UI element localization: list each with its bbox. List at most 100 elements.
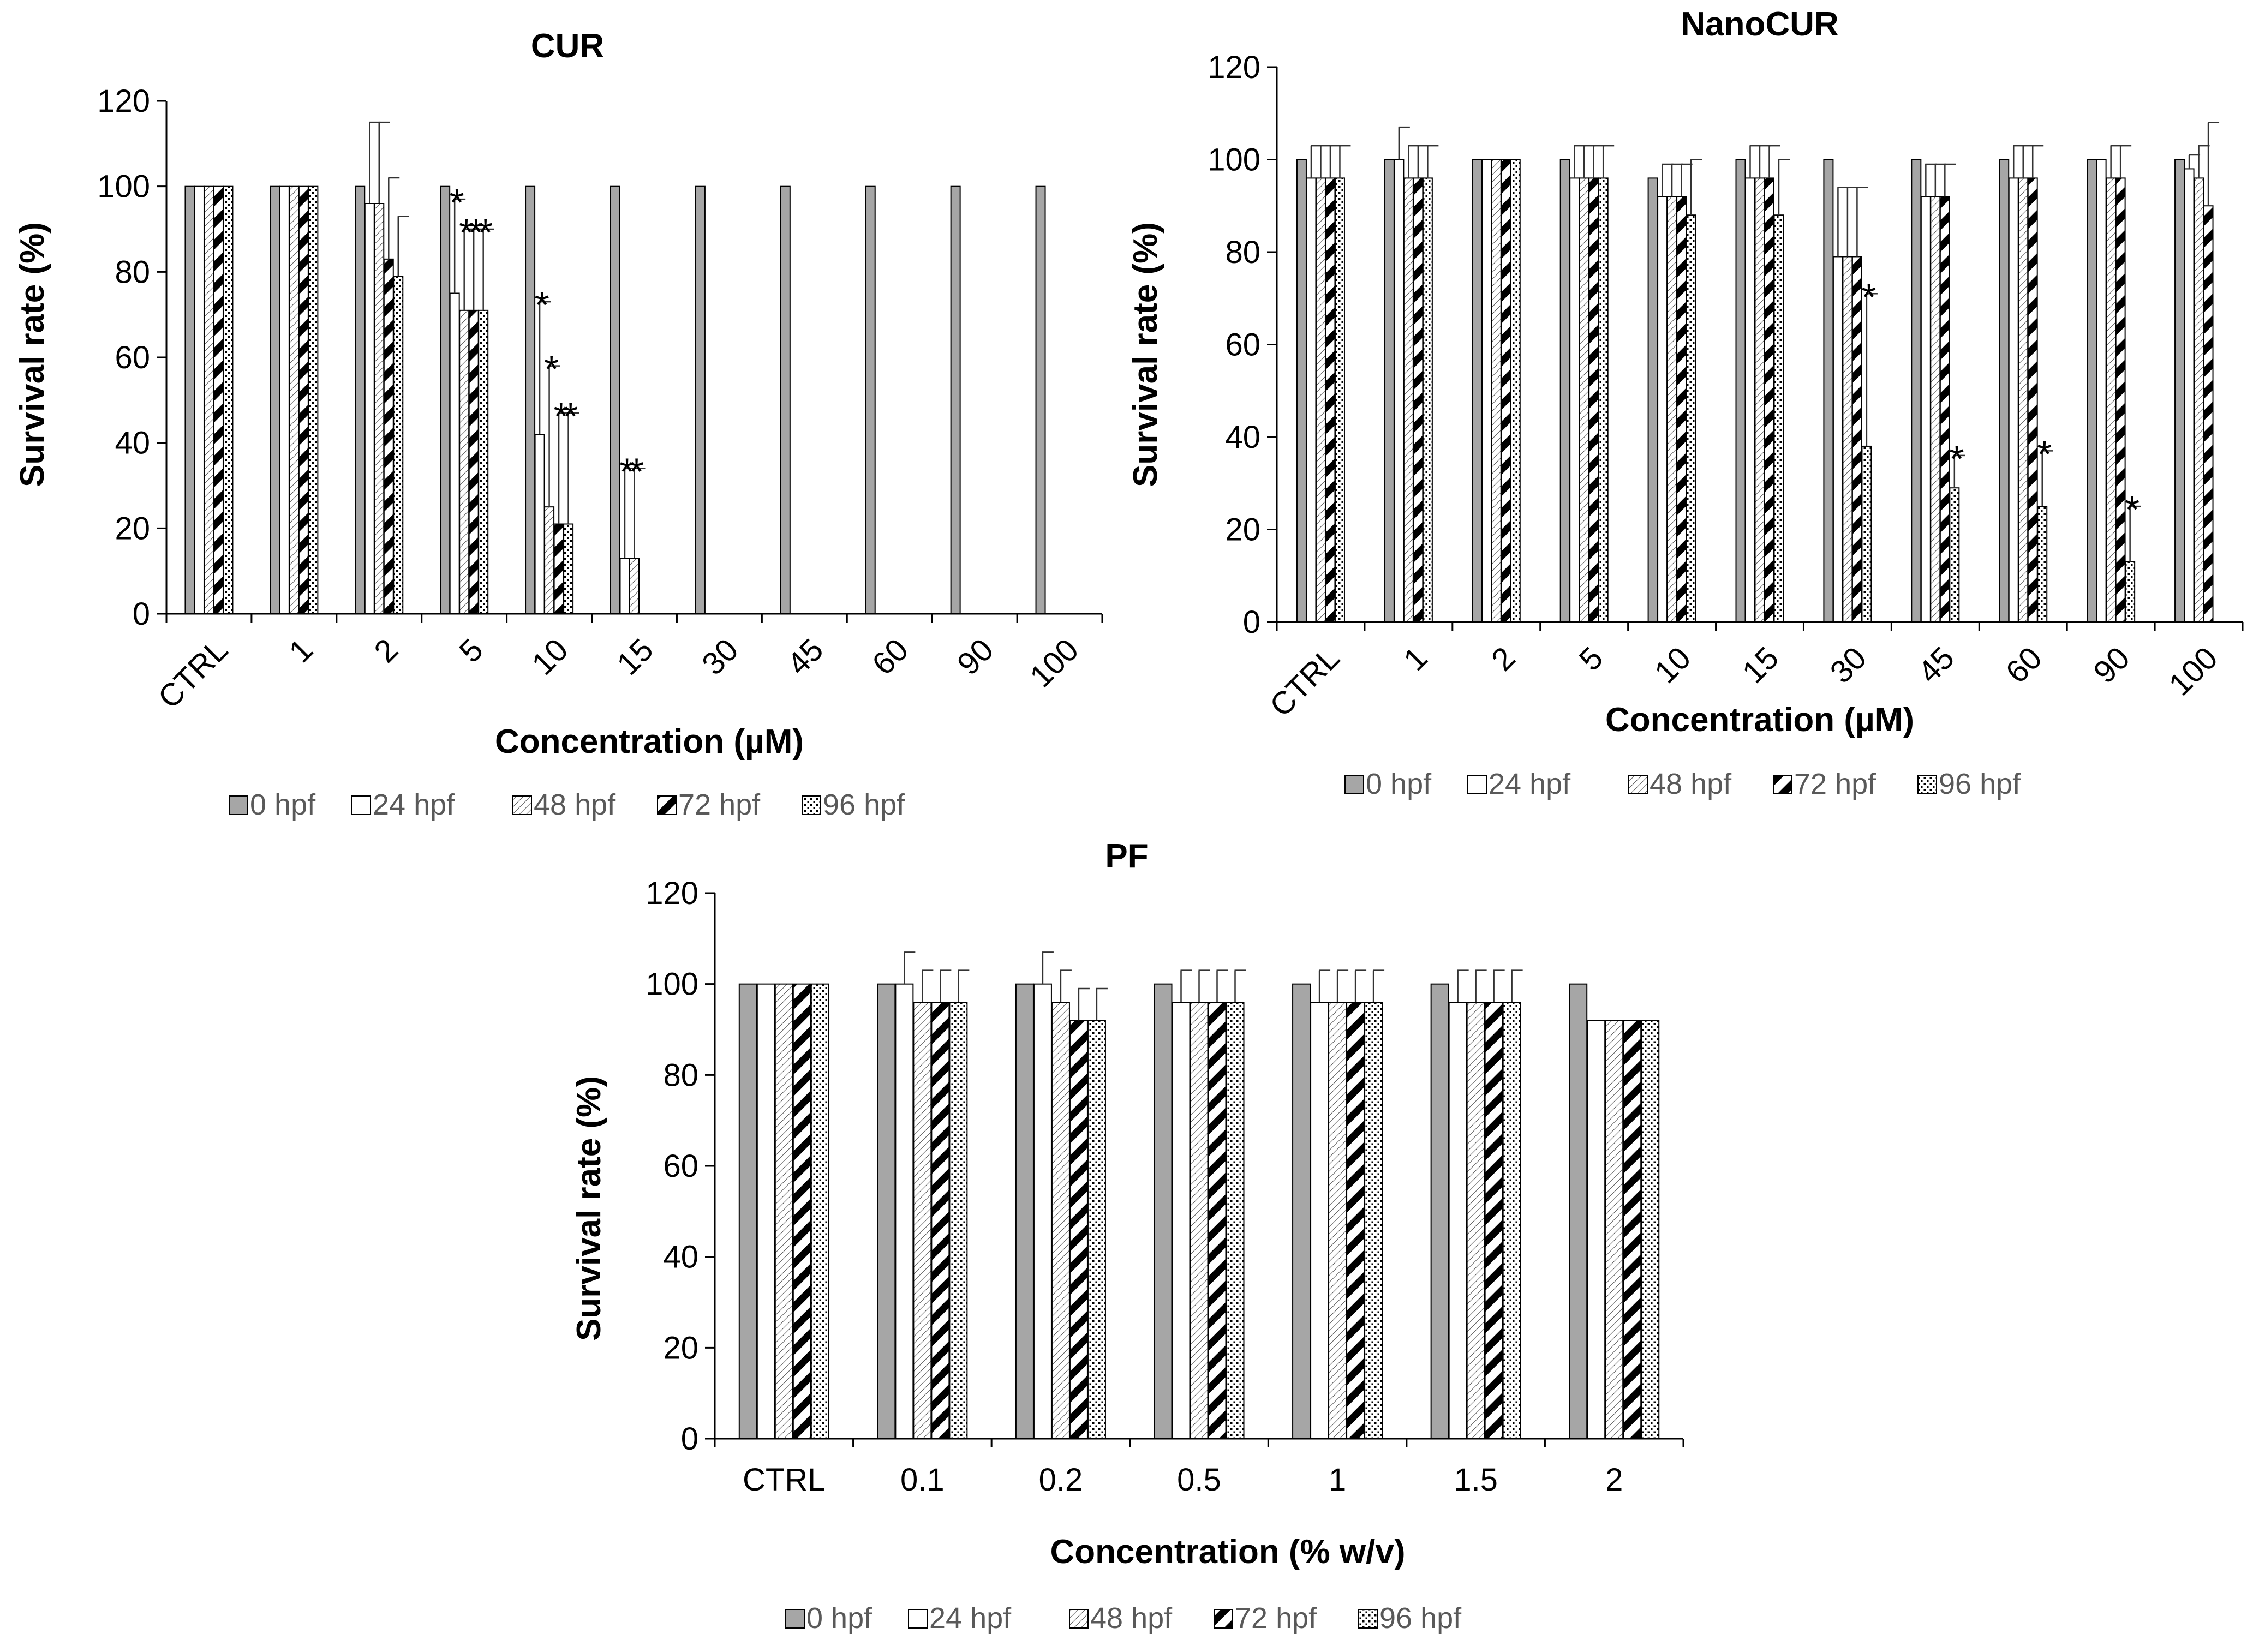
nanocur-bar (2184, 168, 2195, 623)
pf-bar (1346, 1002, 1365, 1439)
nanocur-significance-star: * (2125, 488, 2140, 531)
pf-bar (949, 1002, 968, 1439)
nanocur-legend-swatch (1628, 775, 1648, 794)
nanocur-bar (1949, 487, 1960, 623)
cur-y-tick-label: 80 (115, 254, 150, 290)
nanocur-bar (1579, 177, 1589, 623)
cur-y-tick-label: 40 (115, 426, 150, 461)
nanocur-bar (1657, 196, 1668, 623)
cur-bar (279, 185, 290, 614)
nanocur-bar (1773, 214, 1784, 623)
nanocur-x-tick-label: 100 (2162, 640, 2224, 702)
nanocur-bar (1999, 159, 2010, 623)
cur-bar (478, 309, 489, 614)
nanocur-y-tick-label: 0 (1243, 604, 1260, 640)
nanocur-bar (1384, 159, 1395, 623)
nanocur-bar (1510, 159, 1521, 623)
cur-bar (393, 276, 404, 614)
nanocur-bar (2106, 177, 2117, 623)
cur-bar (364, 203, 375, 614)
pf-bar (1448, 1002, 1467, 1439)
nanocur-bar (1686, 214, 1696, 623)
nanocur-bar (1851, 256, 1862, 623)
pf-bar (1569, 983, 1588, 1439)
cur-bar (184, 185, 195, 614)
cur-x-tick-label: 100 (1023, 632, 1085, 694)
cur-legend-label: 96 hpf (823, 788, 905, 821)
nanocur-y-tick-label: 60 (1225, 327, 1260, 363)
pf-y-tick-label: 60 (663, 1148, 698, 1184)
nanocur-x-tick-label: CTRL (1263, 640, 1347, 723)
nanocur-y-tick-label: 40 (1225, 420, 1260, 455)
nanocur-bar (2037, 506, 2048, 623)
nanocur-bar (1911, 159, 1922, 623)
cur-x-tick-label: 15 (610, 632, 660, 682)
cur-legend-swatch (512, 795, 532, 815)
pf-legend-swatch (1214, 1609, 1233, 1629)
nanocur-legend-label: 48 hpf (1650, 768, 1732, 800)
nanocur-bar (1666, 196, 1677, 623)
pf-bar (1292, 983, 1311, 1439)
nanocur-bar (1647, 177, 1658, 623)
pf-y-tick-label: 20 (663, 1330, 698, 1366)
nanocur-x-tick-label: 15 (1736, 640, 1786, 690)
pf-bar (1641, 1020, 1660, 1440)
nanocur-bar (2203, 205, 2214, 623)
nanocur-x-tick-label: 30 (1824, 640, 1874, 690)
nanocur-bar (1325, 177, 1336, 623)
cur-significance-star: * (553, 395, 568, 438)
pf-bar (877, 983, 896, 1439)
nanocur-y-tick-label: 20 (1225, 512, 1260, 548)
cur-bar (383, 258, 394, 615)
pf-bar (738, 983, 757, 1439)
nanocur-significance-star: * (2037, 433, 2052, 475)
pf-plot-area: 0 20 40 60 80 100 120 CTRL 0.1 0.2 0.5 1 1.5 2 (646, 876, 1684, 1498)
pf-bar (1623, 1020, 1642, 1440)
nanocur-bar (1334, 177, 1345, 623)
pf-bar (1190, 1002, 1209, 1439)
cur-legend-label: 48 hpf (534, 788, 616, 821)
nanocur-bar (1306, 177, 1317, 623)
pf-x-tick-label: 0.5 (1177, 1462, 1221, 1498)
nanocur-bar (1403, 177, 1414, 623)
nanocur-bar (1413, 177, 1424, 623)
pf-y-tick-label: 80 (663, 1057, 698, 1093)
cur-y-tick-label: 20 (115, 511, 150, 546)
pf-legend-swatch (785, 1609, 805, 1629)
cur-bar (1035, 185, 1046, 614)
pf-bar (756, 983, 775, 1439)
cur-bar (865, 185, 876, 614)
cur-legend-swatch (351, 795, 371, 815)
cur-x-tick-label: 90 (951, 632, 1001, 682)
cur-legend-swatch (802, 795, 821, 815)
cur-y-tick-label: 0 (133, 596, 150, 632)
cur-legend-label: 72 hpf (678, 788, 761, 821)
pf-bar (1154, 983, 1173, 1439)
pf-legend: 0 hpf 24 hpf 48 hpf 72 hpf 96 hpf (785, 1602, 1462, 1635)
nanocur-bar (1676, 196, 1687, 623)
cur-significance-star: * (629, 451, 644, 493)
pf-x-tick-label: 0.2 (1039, 1462, 1083, 1498)
cur-title: CUR (531, 27, 604, 65)
cur-y-axis-label: Survival rate (%) (14, 222, 51, 487)
nanocur-bar (2027, 177, 2038, 623)
pf-bar (1430, 983, 1449, 1439)
pf-y-tick-label: 120 (646, 876, 698, 911)
nanocur-x-tick-label: 60 (1999, 640, 2049, 690)
pf-bar (1310, 1002, 1329, 1439)
nanocur-bar (2087, 159, 2097, 623)
pf-bar (1466, 1002, 1485, 1439)
cur-bar (440, 185, 451, 614)
pf-bar (1033, 983, 1052, 1439)
cur-x-tick-label: 30 (695, 632, 745, 682)
nanocur-legend-swatch (1917, 775, 1937, 794)
nanocur-bar (2125, 561, 2136, 623)
nanocur-significance-star: * (1861, 276, 1876, 318)
nanocur-significance-star: * (1949, 438, 1964, 480)
pf-legend-label: 0 hpf (806, 1602, 872, 1635)
cur-bar (374, 203, 385, 614)
nanocur-bar (1422, 177, 1433, 623)
nanocur-bar (1861, 445, 1872, 623)
cur-bar (194, 185, 205, 614)
